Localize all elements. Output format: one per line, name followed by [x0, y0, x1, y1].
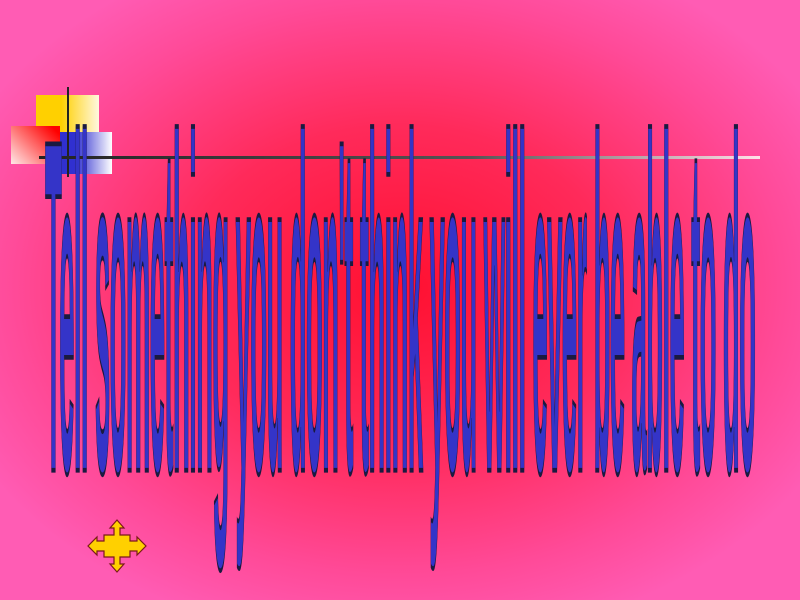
slide-title-container: Tell something you don't think you will …: [45, 76, 756, 555]
slide-title: Tell something you don't think you will …: [45, 55, 756, 577]
title-underline: [39, 156, 760, 159]
four-way-arrow-icon[interactable]: [86, 518, 148, 574]
decorative-vertical-line: [67, 87, 69, 177]
